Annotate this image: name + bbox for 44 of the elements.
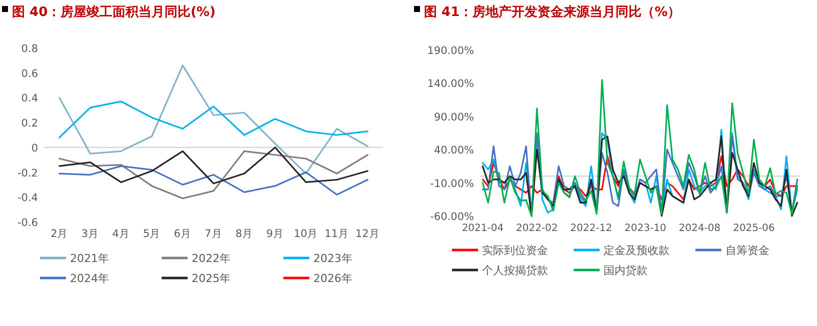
legend-label: 个人按揭贷款 (482, 264, 548, 277)
x-tick-label: 2022-12 (570, 223, 612, 234)
x-tick-label: 2022-02 (516, 223, 558, 234)
legend-label: 实际到位资金 (482, 244, 548, 257)
x-tick-label: 4月 (112, 228, 130, 240)
x-tick-label: 9月 (266, 228, 284, 240)
legend-label: 2022年 (192, 252, 231, 265)
x-tick-label: 5月 (143, 228, 161, 240)
x-tick-label: 2021-04 (462, 223, 504, 234)
y-tick-label: 0.4 (21, 92, 38, 105)
y-tick-label: 0.6 (21, 68, 38, 80)
legend-label: 2024年 (70, 272, 109, 285)
legend-label: 2021年 (70, 252, 109, 265)
x-tick-label: 11月 (324, 228, 349, 240)
legend-label: 自筹资金 (725, 244, 770, 257)
y-tick-label: 0.8 (21, 43, 38, 55)
y-tick-label: 140.00% (427, 78, 474, 90)
y-tick-label: 90.00% (434, 111, 474, 124)
x-tick-label: 2023-10 (624, 223, 666, 234)
x-tick-label: 10月 (294, 228, 318, 240)
y-tick-label: 0.2 (21, 118, 38, 130)
y-tick-label: 190.00% (427, 45, 474, 57)
y-tick-label: -0.4 (18, 192, 38, 204)
y-tick-label: -0.2 (18, 167, 38, 180)
x-tick-label: 6月 (174, 228, 192, 240)
y-tick-label: 40.00% (434, 144, 474, 157)
legend-label: 2023年 (313, 252, 352, 265)
title: 图 41：房地产开发资金来源当月同比（%） (424, 5, 681, 20)
legend-label: 2025年 (192, 272, 231, 285)
x-tick-label: 3月 (81, 228, 100, 240)
legend-label: 2026年 (313, 272, 352, 285)
x-tick-label: 12月 (355, 228, 380, 240)
x-tick-label: 2025-06 (733, 223, 775, 234)
x-tick-label: 8月 (235, 228, 254, 240)
legend-label: 国内贷款 (604, 264, 648, 277)
x-tick-label: 2月 (50, 228, 68, 240)
title: 图 40：房屋竣工面积当月同比(%) (12, 5, 216, 20)
y-tick-label: -0.6 (18, 217, 38, 229)
x-tick-label: 7月 (204, 228, 222, 240)
x-tick-label: 2024-08 (678, 223, 721, 234)
y-tick-label: -60.00% (430, 211, 474, 223)
y-tick-label: -10.00% (430, 178, 474, 190)
legend-label: 定金及预收款 (604, 244, 670, 257)
y-tick-label: 0 (31, 142, 38, 154)
